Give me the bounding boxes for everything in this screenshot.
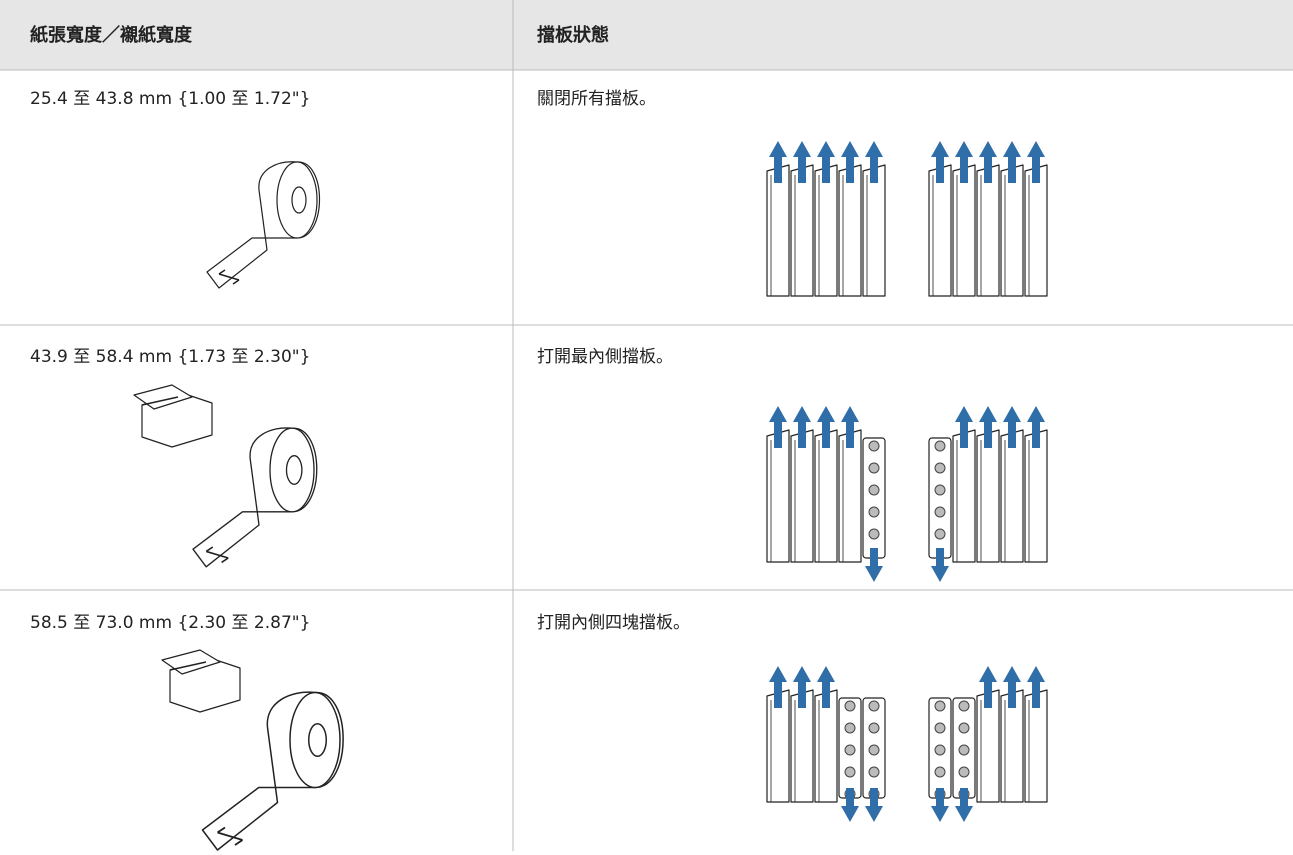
flap: [952, 429, 976, 563]
arrow-down: [931, 788, 949, 822]
width-arrow: [205, 546, 229, 564]
hole: [868, 766, 880, 778]
hole: [868, 462, 880, 474]
arrow-up: [1003, 406, 1021, 448]
flap: [766, 164, 790, 297]
flap: [976, 429, 1000, 563]
arrow-up: [1027, 666, 1045, 708]
flap: [838, 429, 862, 563]
box-icon: [161, 649, 241, 713]
arrow-down: [931, 548, 949, 582]
header-cell: 擋板狀態: [537, 24, 609, 46]
cell: 關閉所有擋板。: [537, 89, 656, 109]
cell: 58.5 至 73.0 mm {2.30 至 2.87"}: [30, 613, 310, 633]
arrow-up: [817, 141, 835, 183]
open-flap: [928, 437, 952, 559]
hole: [868, 440, 880, 452]
flap: [766, 429, 790, 563]
arrow-up: [865, 141, 883, 183]
arrow-up: [979, 666, 997, 708]
arrow-down: [955, 788, 973, 822]
arrow-up: [931, 141, 949, 183]
roll-core: [308, 723, 327, 757]
hole: [958, 744, 970, 756]
hole: [868, 506, 880, 518]
roll-icon: [192, 427, 318, 568]
header-cell: 紙張寬度／襯紙寬度: [30, 24, 193, 46]
flap: [814, 164, 838, 297]
width-arrow: [216, 826, 244, 846]
hole: [934, 506, 946, 518]
arrow-up: [793, 666, 811, 708]
hole: [934, 462, 946, 474]
arrow-down: [865, 788, 883, 822]
flap: [928, 164, 952, 297]
hole: [958, 700, 970, 712]
cell: 43.9 至 58.4 mm {1.73 至 2.30"}: [30, 347, 310, 367]
hole: [868, 484, 880, 496]
width-arrow: [141, 396, 179, 406]
hole: [934, 700, 946, 712]
flap: [1024, 429, 1048, 563]
arrow-up: [793, 406, 811, 448]
open-flap: [862, 437, 886, 559]
flap: [976, 164, 1000, 297]
arrow-up: [769, 406, 787, 448]
flap: [1024, 164, 1048, 297]
flap: [1000, 429, 1024, 563]
arrow-up: [979, 406, 997, 448]
cell: 打開內側四塊擋板。: [537, 613, 690, 633]
arrow-up: [793, 141, 811, 183]
width-arrow: [169, 661, 207, 671]
arrow-up: [1027, 141, 1045, 183]
hole: [934, 766, 946, 778]
arrow-up: [817, 406, 835, 448]
hole: [934, 528, 946, 540]
hole: [934, 440, 946, 452]
arrow-up: [769, 666, 787, 708]
arrow-up: [817, 666, 835, 708]
hole: [844, 766, 856, 778]
arrow-up: [1027, 406, 1045, 448]
arrow-up: [955, 141, 973, 183]
hole: [934, 722, 946, 734]
hole: [868, 722, 880, 734]
hole: [868, 528, 880, 540]
arrow-down: [841, 788, 859, 822]
arrow-up: [979, 141, 997, 183]
box-icon: [133, 384, 213, 448]
arrow-up: [955, 406, 973, 448]
hole: [958, 766, 970, 778]
arrow-down: [865, 548, 883, 582]
cell: 打開最內側擋板。: [537, 347, 673, 367]
arrow-up: [841, 406, 859, 448]
arrow-up: [769, 141, 787, 183]
flap: [952, 164, 976, 297]
roll-core: [285, 455, 303, 485]
arrow-up: [1003, 141, 1021, 183]
hole: [934, 484, 946, 496]
cell: 25.4 至 43.8 mm {1.00 至 1.72"}: [30, 89, 310, 109]
hole: [868, 700, 880, 712]
roll-core: [291, 186, 307, 214]
flap: [814, 429, 838, 563]
width-arrow: [218, 269, 240, 285]
hole: [844, 700, 856, 712]
roll-icon: [206, 161, 321, 289]
hole: [958, 722, 970, 734]
flap: [790, 164, 814, 297]
hole: [844, 722, 856, 734]
flap: [790, 429, 814, 563]
flap: [838, 164, 862, 297]
hole: [844, 744, 856, 756]
arrow-up: [1003, 666, 1021, 708]
hole: [868, 744, 880, 756]
roll-icon: [201, 691, 344, 851]
hole: [934, 744, 946, 756]
arrow-up: [841, 141, 859, 183]
flap: [1000, 164, 1024, 297]
header-background: [0, 0, 1293, 70]
flap: [862, 164, 886, 297]
